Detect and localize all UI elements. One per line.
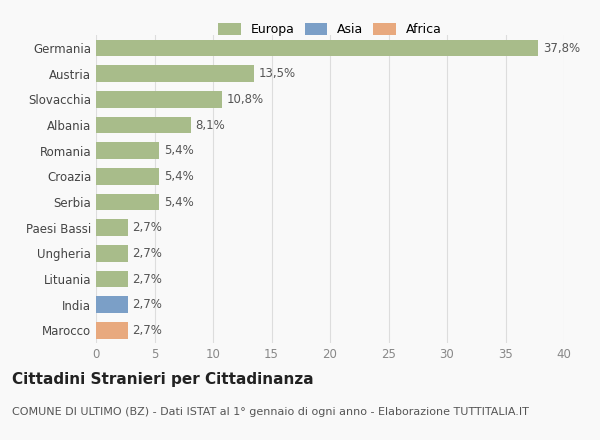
- Text: 5,4%: 5,4%: [164, 195, 194, 209]
- Text: 5,4%: 5,4%: [164, 170, 194, 183]
- Text: 5,4%: 5,4%: [164, 144, 194, 157]
- Text: 13,5%: 13,5%: [259, 67, 296, 80]
- Text: 2,7%: 2,7%: [132, 272, 162, 286]
- Text: 2,7%: 2,7%: [132, 324, 162, 337]
- Text: COMUNE DI ULTIMO (BZ) - Dati ISTAT al 1° gennaio di ogni anno - Elaborazione TUT: COMUNE DI ULTIMO (BZ) - Dati ISTAT al 1°…: [12, 407, 529, 417]
- Text: Cittadini Stranieri per Cittadinanza: Cittadini Stranieri per Cittadinanza: [12, 372, 314, 387]
- Bar: [96, 220, 128, 236]
- Bar: [96, 40, 538, 56]
- Bar: [96, 245, 128, 262]
- Text: 37,8%: 37,8%: [543, 41, 580, 55]
- Bar: [96, 91, 223, 108]
- Text: 2,7%: 2,7%: [132, 247, 162, 260]
- Bar: [96, 271, 128, 287]
- Bar: [96, 168, 159, 185]
- Text: 8,1%: 8,1%: [196, 118, 225, 132]
- Bar: [96, 297, 128, 313]
- Bar: [96, 143, 159, 159]
- Text: 2,7%: 2,7%: [132, 298, 162, 311]
- Legend: Europa, Asia, Africa: Europa, Asia, Africa: [215, 19, 445, 40]
- Bar: [96, 194, 159, 210]
- Bar: [96, 66, 254, 82]
- Bar: [96, 322, 128, 339]
- Text: 2,7%: 2,7%: [132, 221, 162, 234]
- Bar: [96, 117, 191, 133]
- Text: 10,8%: 10,8%: [227, 93, 264, 106]
